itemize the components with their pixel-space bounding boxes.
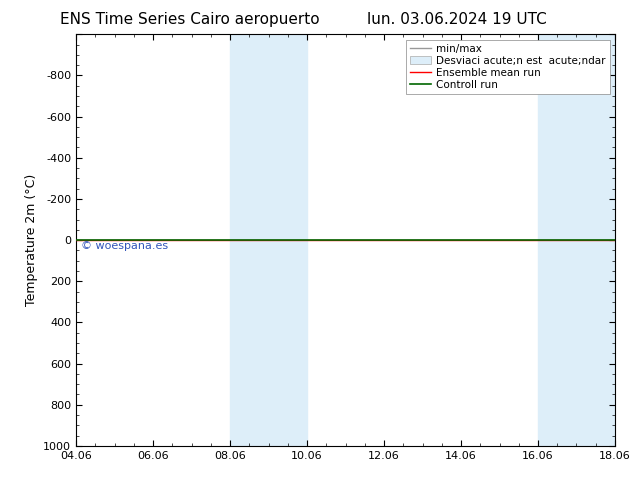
Bar	[269, 34, 307, 446]
Bar	[230, 34, 269, 446]
Bar	[538, 34, 576, 446]
Y-axis label: Temperature 2m (°C): Temperature 2m (°C)	[25, 174, 37, 306]
Legend: min/max, Desviaci acute;n est  acute;ndar, Ensemble mean run, Controll run: min/max, Desviaci acute;n est acute;ndar…	[406, 40, 610, 94]
Text: © woespana.es: © woespana.es	[81, 241, 169, 251]
Text: lun. 03.06.2024 19 UTC: lun. 03.06.2024 19 UTC	[366, 12, 547, 27]
Bar	[576, 34, 615, 446]
Text: ENS Time Series Cairo aeropuerto: ENS Time Series Cairo aeropuerto	[60, 12, 320, 27]
